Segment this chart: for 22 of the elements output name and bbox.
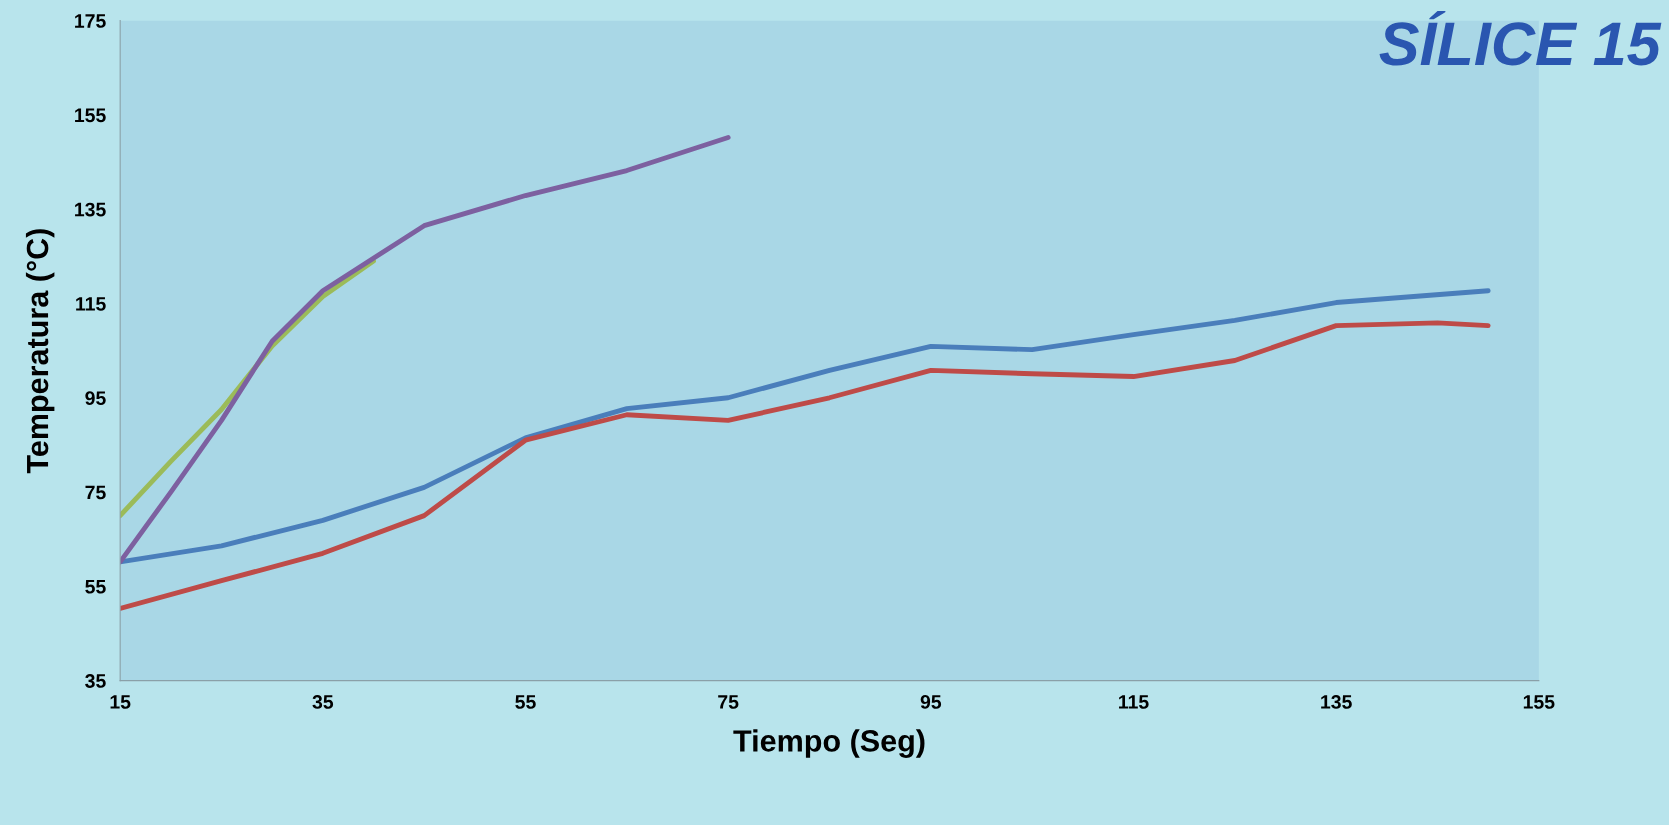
x-tick-label: 55: [515, 695, 536, 709]
y-axis-title: Temperatura (°C): [25, 229, 55, 474]
x-tick-label: 35: [312, 695, 334, 709]
x-tick-label: 15: [110, 695, 131, 709]
y-tick-label: 55: [85, 580, 106, 594]
y-tick-label: 155: [75, 108, 106, 123]
y-tick-label: 95: [85, 391, 106, 405]
line-series: [120, 288, 1491, 565]
x-tick-label: 115: [1119, 695, 1149, 709]
x-tick-label: 135: [1321, 695, 1352, 709]
line-series: [120, 320, 1491, 611]
y-tick-label: 115: [76, 297, 106, 311]
y-tick-label: 35: [85, 674, 106, 688]
x-tick-label: 95: [920, 695, 942, 709]
chart-title: SÍLICE 15: [1379, 10, 1662, 66]
y-tick-label: 75: [85, 485, 106, 500]
line-series: [120, 135, 731, 565]
x-axis-title: Tiempo (Seg): [733, 729, 925, 758]
x-tick-label: 155: [1523, 695, 1555, 709]
y-tick-label: 135: [75, 202, 106, 217]
x-tick-label: 75: [718, 695, 739, 709]
y-tick-label: 175: [75, 14, 106, 28]
